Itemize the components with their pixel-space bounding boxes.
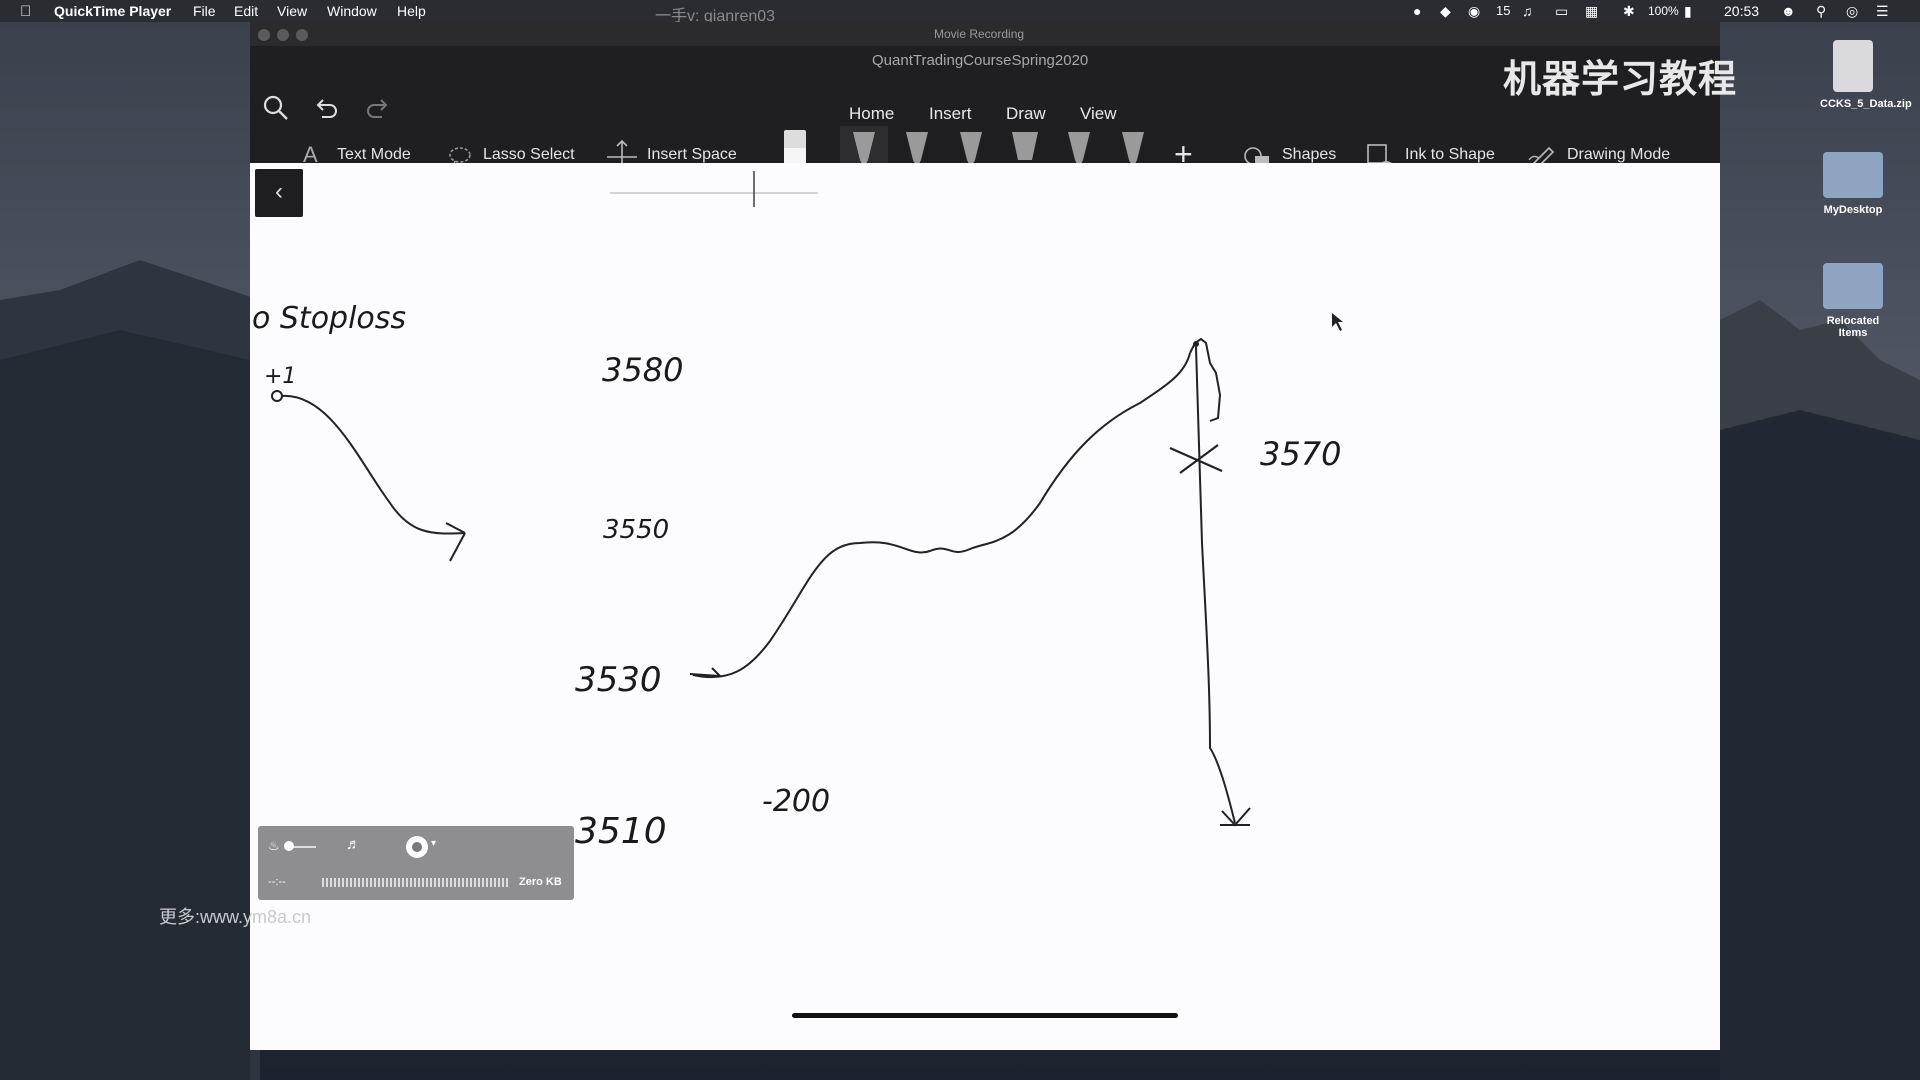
wechat-icon[interactable]: ◉ xyxy=(1468,3,1481,19)
tab-insert[interactable]: Insert xyxy=(929,104,972,123)
notes-toolbar: QuantTradingCourseSpring2020 Home Insert… xyxy=(250,46,1720,179)
loss-label: -200 xyxy=(762,784,830,819)
shield-icon[interactable]: ◆ xyxy=(1440,3,1451,19)
pen-icon[interactable] xyxy=(902,130,932,170)
volume-knob[interactable] xyxy=(284,841,294,851)
pen-icon[interactable] xyxy=(849,130,879,170)
menu-file[interactable]: File xyxy=(193,3,216,19)
menu-edit[interactable]: Edit xyxy=(234,3,259,19)
volume-slider[interactable] xyxy=(286,846,316,848)
clock[interactable]: 20:53 xyxy=(1724,3,1760,19)
desktop-icon-relocated[interactable]: Relocated Items xyxy=(1820,263,1886,339)
ink-drawing: o Stoploss +1 3580 3550 3530 3510 -200 3… xyxy=(252,171,1343,852)
minimize-button[interactable] xyxy=(277,29,289,41)
drawing-mode-button[interactable]: Drawing Mode xyxy=(1567,146,1671,163)
insert-space-button[interactable]: Insert Space xyxy=(647,146,737,163)
spotlight-icon[interactable]: ⚲ xyxy=(1816,3,1827,19)
desktop-icon-label: MyDesktop xyxy=(1823,204,1883,216)
tab-draw[interactable]: Draw xyxy=(1006,104,1046,123)
text-mode-button[interactable]: Text Mode xyxy=(337,146,411,163)
home-indicator xyxy=(792,1013,1178,1018)
price-label-3530: 3530 xyxy=(575,660,662,700)
record-options-chevron-icon[interactable]: ▾ xyxy=(431,838,437,849)
document-title: QuantTradingCourseSpring2020 xyxy=(872,52,1089,69)
zoom-button[interactable] xyxy=(296,29,308,41)
wechat-count: 15 xyxy=(1496,3,1511,18)
price-label-3510: 3510 xyxy=(575,811,667,852)
window-title: Movie Recording xyxy=(934,27,1025,41)
overlay-contact-text: 一手v: qianren03 xyxy=(655,8,776,25)
airplay-icon[interactable]: ▭ xyxy=(1555,3,1569,19)
battery-icon[interactable]: ▮ xyxy=(1684,3,1692,19)
apple-icon[interactable]:  xyxy=(20,3,31,20)
record-time: --:-- xyxy=(268,876,286,888)
notification-center-icon[interactable]: ☰ xyxy=(1876,3,1889,19)
menu-bar:  QuickTime Player File Edit View Window… xyxy=(0,0,1920,25)
watermark-url: 更多:www.ym8a.cn xyxy=(159,907,312,927)
siri-icon[interactable]: ◎ xyxy=(1846,3,1859,19)
redo-icon[interactable] xyxy=(364,94,392,122)
desktop-icon-label: CCKS_5_Data.zip xyxy=(1820,98,1912,110)
pen-icon[interactable] xyxy=(956,130,986,170)
price-label-3580: 3580 xyxy=(602,351,683,389)
watermark-title: 机器学习教程 xyxy=(1503,59,1738,101)
keyboard-icon[interactable]: ▦ xyxy=(1585,3,1599,19)
price-label-3550: 3550 xyxy=(603,515,669,545)
file-size: Zero KB xyxy=(519,876,562,888)
tab-view[interactable]: View xyxy=(1080,104,1117,123)
pen-icon[interactable] xyxy=(1118,130,1148,170)
desktop-icon-label: Relocated Items xyxy=(1826,315,1880,339)
cursor-icon xyxy=(1332,313,1343,331)
volume-low-icon: ♨ xyxy=(268,838,280,853)
shapes-button[interactable]: Shapes xyxy=(1282,146,1337,163)
pen-icon[interactable] xyxy=(1064,130,1094,170)
desktop-icon-mydesktop[interactable]: MyDesktop xyxy=(1820,152,1886,216)
highlighter-icon[interactable] xyxy=(1010,130,1040,170)
close-button[interactable] xyxy=(258,29,270,41)
audio-level-meter xyxy=(322,878,510,887)
status-circle-icon[interactable]: ● xyxy=(1413,3,1422,19)
stoploss-text: o Stoploss xyxy=(252,301,406,336)
menu-view[interactable]: View xyxy=(277,3,308,19)
bluetooth-icon[interactable]: ✱ xyxy=(1623,3,1635,19)
text-mode-icon: A xyxy=(303,142,318,167)
plus-one-text: +1 xyxy=(264,364,296,389)
record-dot-icon xyxy=(412,842,422,852)
record-button[interactable] xyxy=(406,836,428,858)
desktop-icon-zip[interactable]: CCKS_5_Data.zip xyxy=(1820,40,1912,110)
menu-window[interactable]: Window xyxy=(327,3,377,19)
folder-icon xyxy=(1823,152,1883,198)
menu-help[interactable]: Help xyxy=(397,3,426,19)
note-canvas[interactable]: ‹ o Stoploss +1 3580 3550 35 xyxy=(250,163,1720,1050)
chevron-left-icon: ‹ xyxy=(275,178,283,205)
user-icon[interactable]: ☻ xyxy=(1781,3,1796,19)
back-button[interactable]: ‹ xyxy=(255,169,303,217)
quicktime-window: Movie Recording QuantTradingCourseSpring… xyxy=(250,22,1720,1050)
lasso-select-button[interactable]: Lasso Select xyxy=(483,146,575,163)
search-icon[interactable] xyxy=(262,94,290,122)
recording-controls: ♨ ♬ ▾ --:-- Zero KB xyxy=(258,826,574,900)
window-titlebar[interactable]: Movie Recording xyxy=(250,22,1720,46)
folder-icon xyxy=(1823,263,1883,309)
volume-high-icon: ♬ xyxy=(346,836,361,853)
zip-file-icon xyxy=(1833,40,1873,92)
battery-percent: 100% xyxy=(1648,4,1679,18)
volume-icon[interactable]: ♫ xyxy=(1522,3,1533,19)
menu-app-name[interactable]: QuickTime Player xyxy=(54,3,172,19)
undo-icon[interactable] xyxy=(312,94,340,122)
price-label-3570: 3570 xyxy=(1260,435,1341,473)
tab-home[interactable]: Home xyxy=(849,104,895,123)
ink-to-shape-button[interactable]: Ink to Shape xyxy=(1405,146,1495,163)
eraser-icon[interactable] xyxy=(784,130,806,166)
